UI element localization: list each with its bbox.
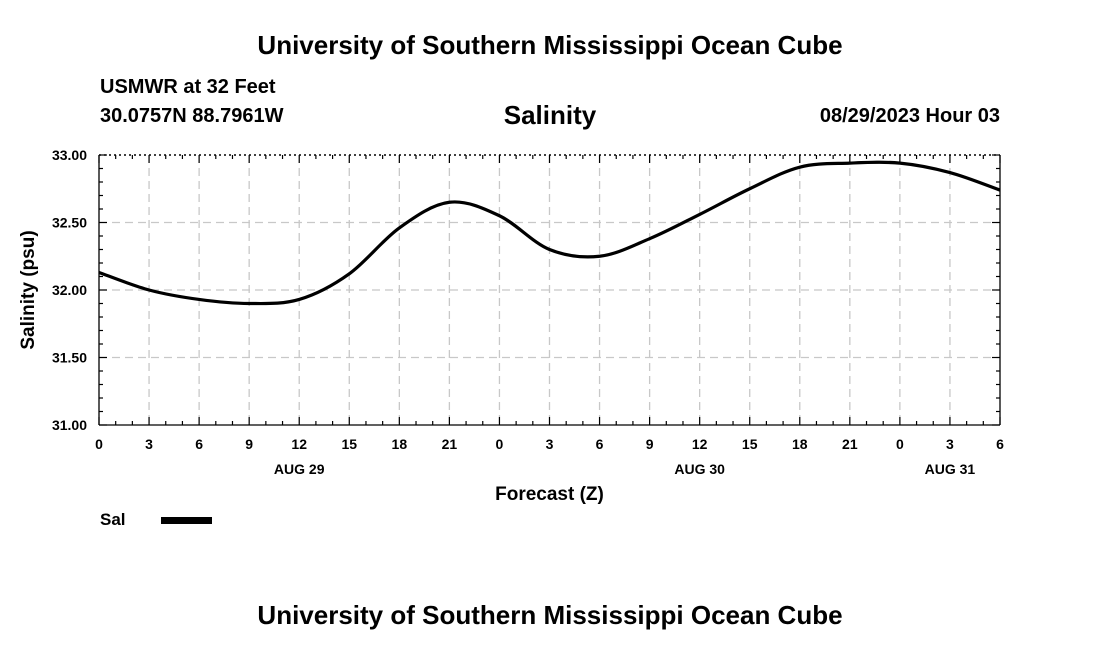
- x-tick-label: 6: [996, 436, 1004, 452]
- x-date-label: AUG 29: [274, 461, 325, 477]
- x-tick-label: 3: [145, 436, 153, 452]
- x-tick-label: 15: [742, 436, 758, 452]
- x-tick-label: 9: [245, 436, 253, 452]
- y-tick-label: 32.00: [52, 282, 87, 298]
- y-tick-label: 31.00: [52, 417, 87, 433]
- x-tick-label: 0: [95, 436, 103, 452]
- x-tick-label: 3: [546, 436, 554, 452]
- x-tick-label: 3: [946, 436, 954, 452]
- x-tick-label: 9: [646, 436, 654, 452]
- x-tick-label: 0: [896, 436, 904, 452]
- chart-main-title: University of Southern Mississippi Ocean…: [257, 30, 843, 60]
- x-tick-label: 18: [792, 436, 808, 452]
- x-date-label: AUG 30: [674, 461, 725, 477]
- station-label: USMWR at 32 Feet: [100, 76, 276, 98]
- variable-title: Salinity: [503, 100, 597, 130]
- x-tick-label: 6: [596, 436, 604, 452]
- legend-swatch: [161, 517, 212, 524]
- x-tick-label: 21: [442, 436, 458, 452]
- y-tick-label: 32.50: [52, 215, 87, 231]
- coordinates-label: 30.0757N 88.7961W: [100, 105, 284, 127]
- y-tick-label: 33.00: [52, 147, 87, 163]
- footer-title: University of Southern Mississippi Ocean…: [257, 600, 843, 630]
- x-tick-label: 18: [392, 436, 408, 452]
- x-axis-title: Forecast (Z): [495, 484, 604, 505]
- x-tick-label: 15: [341, 436, 357, 452]
- y-tick-label: 31.50: [52, 350, 87, 366]
- x-tick-label: 0: [496, 436, 504, 452]
- legend-label: Sal: [100, 510, 126, 529]
- x-tick-label: 12: [291, 436, 307, 452]
- x-tick-label: 12: [692, 436, 708, 452]
- x-date-label: AUG 31: [925, 461, 976, 477]
- x-tick-label: 6: [195, 436, 203, 452]
- forecast-datetime: 08/29/2023 Hour 03: [819, 105, 1000, 127]
- y-axis-title: Salinity (psu): [18, 230, 39, 349]
- x-tick-label: 21: [842, 436, 858, 452]
